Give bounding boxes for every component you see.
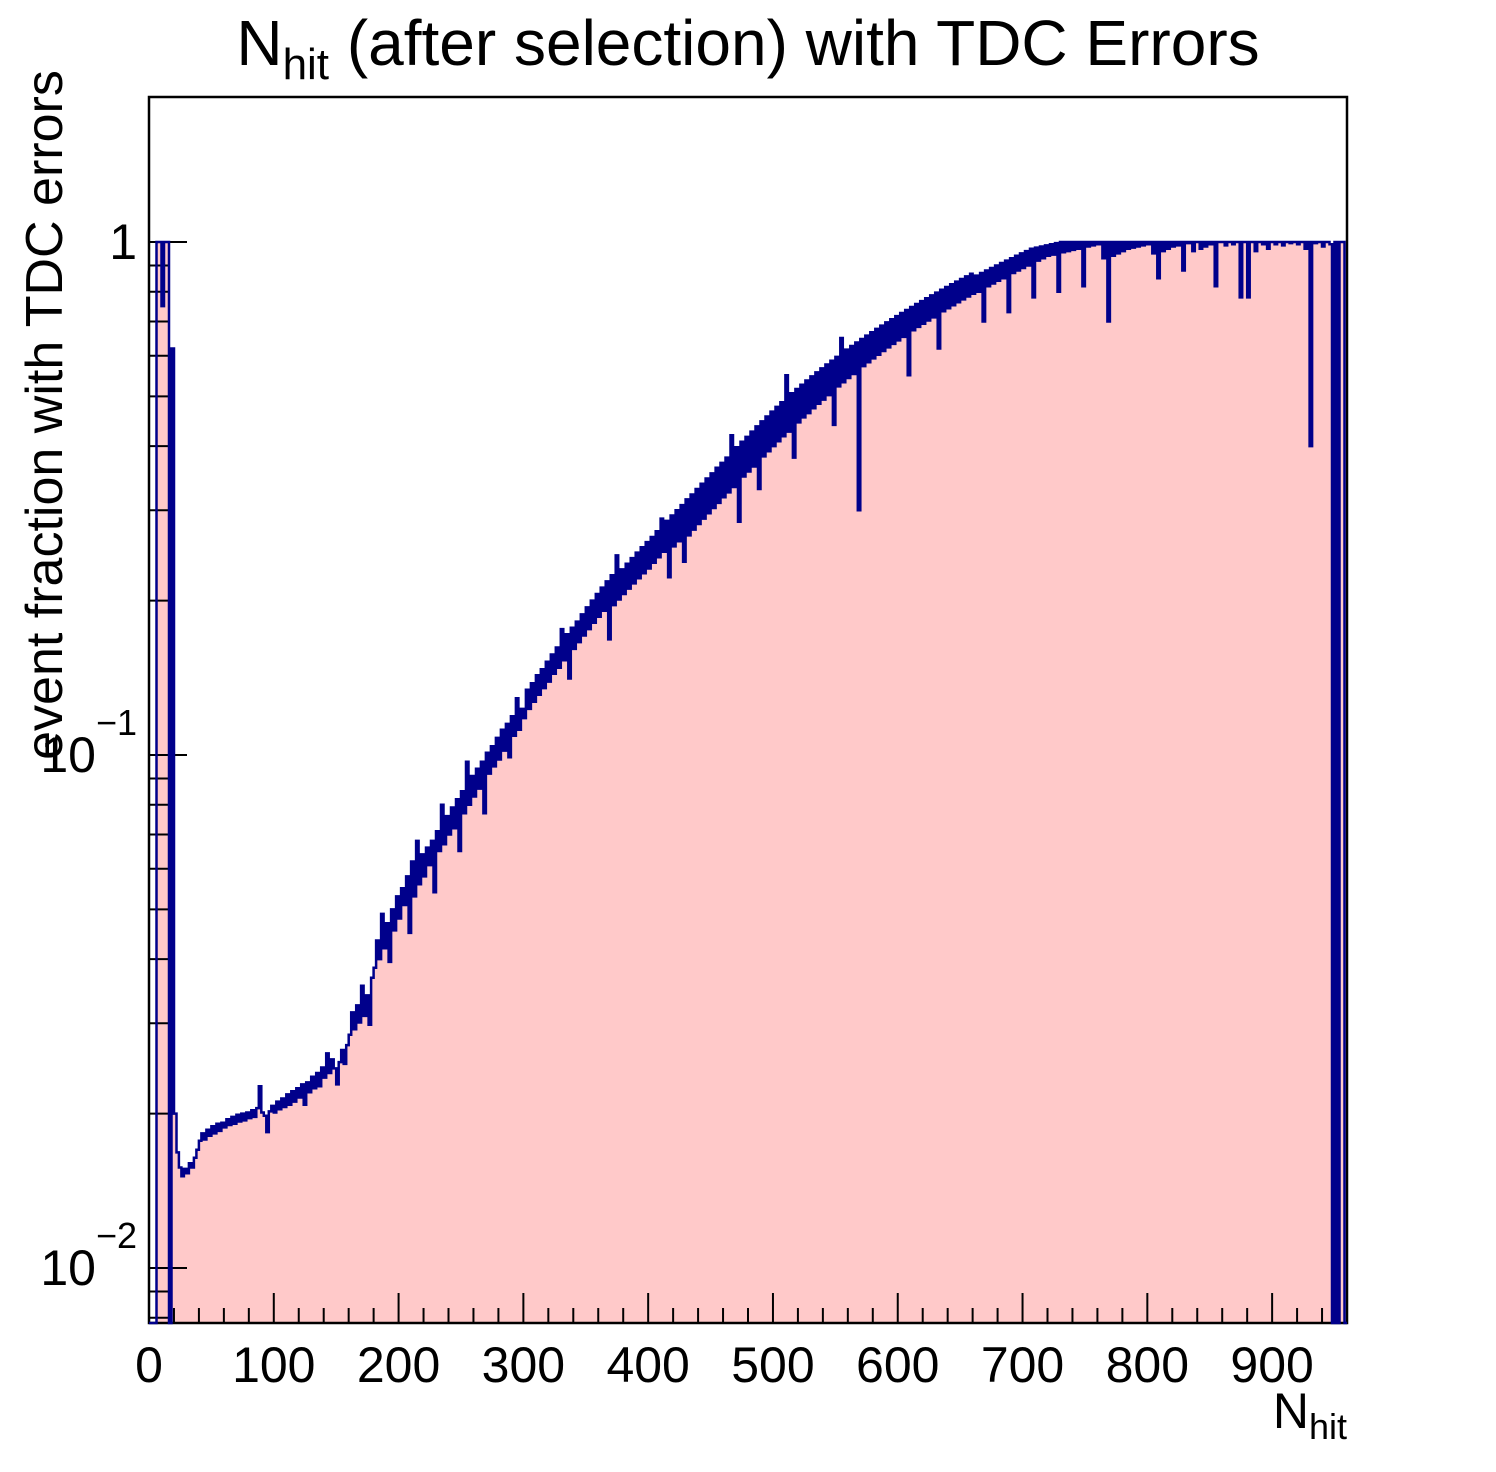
y-tick-label-1e-1-base: 10 [40,727,96,783]
x-tick-label: 900 [1230,1337,1314,1393]
x-axis-ticks [148,1293,1324,1323]
y-tick-label-1e-1-exp: −1 [95,701,137,743]
plot-title-subscript: hit [282,40,330,89]
plot-title-suffix: (after selection) with TDC Errors [329,7,1260,79]
x-axis-title: Nhit [1272,1383,1347,1447]
x-tick-label: 600 [856,1337,940,1393]
histogram-outline [149,240,1347,1325]
y-tick-label-1-base: 1 [109,214,137,270]
y-tick-label-1e-2-base: 10 [40,1240,96,1296]
x-tick-label: 800 [1105,1337,1190,1393]
y-tick-label-1e-1: 10−1 [0,704,137,783]
plot-title-prefix: N [236,7,283,79]
y-axis-title: event fraction with TDC errors [16,70,74,760]
y-tick-label-1: 1 [0,217,137,267]
x-axis-title-prefix: N [1272,1383,1309,1439]
x-tick-label: 200 [356,1337,441,1393]
y-tick-label-1e-2: 10−2 [0,1217,137,1296]
x-tick-label: 100 [232,1337,316,1393]
histogram-fill [149,242,1347,1323]
x-tick-label: 400 [606,1337,690,1393]
x-tick-label: 0 [135,1337,163,1393]
x-tick-label: 500 [731,1337,815,1393]
x-tick-label: 300 [481,1337,566,1393]
x-axis-title-subscript: hit [1308,1406,1347,1447]
plot-title: Nhit (after selection) with TDC Errors [0,6,1496,89]
x-tick-label: 700 [980,1337,1065,1393]
y-tick-label-1e-2-exp: −2 [95,1214,137,1256]
